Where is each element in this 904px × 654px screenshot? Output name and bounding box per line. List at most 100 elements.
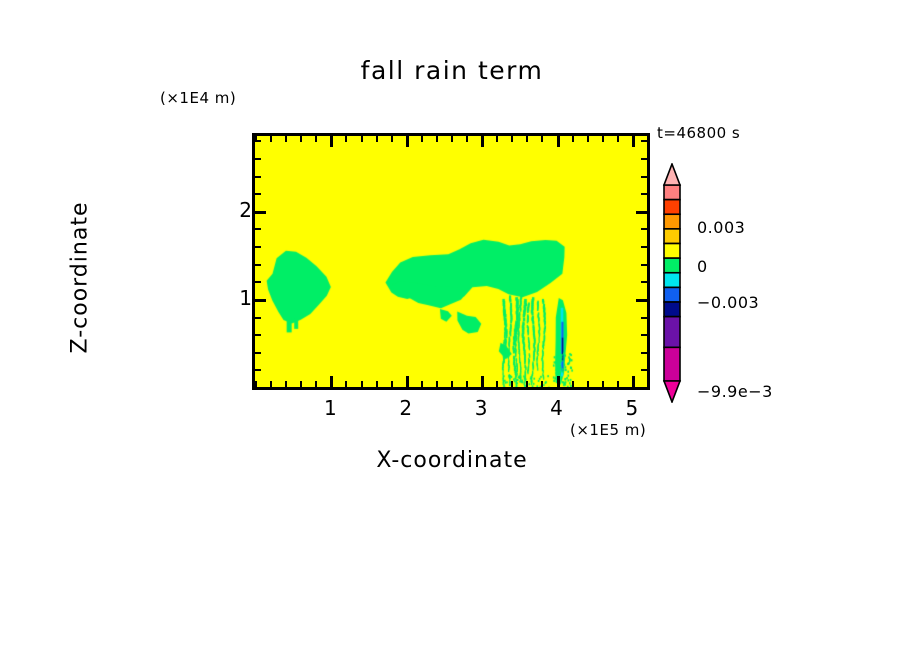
y-tick-label: 1 <box>239 285 252 310</box>
colorbar-band <box>663 242 681 259</box>
colorbar-band <box>663 315 681 349</box>
x-minor-tick <box>617 381 619 387</box>
x-tick-label: 3 <box>474 396 488 420</box>
contour-plot-area <box>252 133 650 390</box>
colorbar-band <box>663 286 681 303</box>
y-minor-tick-right <box>641 246 647 248</box>
x-major-tick-top <box>406 136 409 147</box>
x-minor-tick-top <box>587 136 589 142</box>
x-minor-tick <box>602 381 604 387</box>
x-minor-tick <box>345 381 347 387</box>
y-major-tick-right <box>636 211 647 214</box>
x-minor-tick <box>511 381 513 387</box>
x-minor-tick-top <box>541 136 543 142</box>
y-minor-tick-right <box>641 228 647 230</box>
x-minor-tick <box>255 381 257 387</box>
y-minor-tick-right <box>641 334 647 336</box>
x-minor-tick-top <box>421 136 423 142</box>
x-tick-label: 4 <box>550 396 563 420</box>
colorbar-band <box>663 346 681 382</box>
x-minor-tick-top <box>466 136 468 142</box>
colorbar-band <box>663 198 681 216</box>
y-minor-tick-right <box>641 193 647 195</box>
y-major-tick-right <box>636 299 647 302</box>
colorbar-band <box>663 184 681 201</box>
y-tick-label: 2 <box>239 197 252 222</box>
y-minor-tick <box>255 317 261 319</box>
y-minor-tick-right <box>641 369 647 371</box>
x-minor-tick-top <box>391 136 393 142</box>
x-minor-tick <box>300 381 302 387</box>
colorbar-band <box>663 271 681 289</box>
x-minor-tick <box>361 381 363 387</box>
x-major-tick <box>481 376 484 387</box>
colorbar-band <box>663 301 681 318</box>
y-minor-tick <box>255 281 261 283</box>
x-minor-tick <box>285 381 287 387</box>
y-minor-tick-right <box>641 281 647 283</box>
y-minor-tick <box>255 158 261 160</box>
colorbar-label: −9.9e−3 <box>697 382 773 401</box>
x-minor-tick-top <box>602 136 604 142</box>
colorbar-extend-bottom <box>662 380 682 403</box>
y-minor-tick <box>255 140 261 142</box>
y-minor-tick-right <box>641 387 647 389</box>
colorbar-band <box>663 228 681 245</box>
y-minor-tick-right <box>641 264 647 266</box>
x-minor-tick-top <box>647 136 649 142</box>
timestamp-annotation: t=46800 s <box>657 124 741 142</box>
y-minor-tick-right <box>641 158 647 160</box>
colorbar-swatches <box>662 163 682 403</box>
x-minor-tick-top <box>436 136 438 142</box>
x-tick-label: 2 <box>399 396 413 420</box>
x-major-tick <box>406 376 409 387</box>
x-tick-label: 1 <box>324 396 337 420</box>
y-axis-unit-label: (×1E4 m) <box>160 89 237 107</box>
y-minor-tick <box>255 334 261 336</box>
x-minor-tick-top <box>511 136 513 142</box>
y-minor-tick <box>255 369 261 371</box>
y-axis-title: Z-coordinate <box>67 201 93 354</box>
x-minor-tick <box>451 381 453 387</box>
x-minor-tick <box>421 381 423 387</box>
y-major-tick <box>255 299 266 302</box>
x-major-tick <box>330 376 333 387</box>
y-minor-tick-right <box>641 140 647 142</box>
x-minor-tick <box>391 381 393 387</box>
x-major-tick-top <box>330 136 333 147</box>
y-minor-tick <box>255 264 261 266</box>
x-minor-tick <box>376 381 378 387</box>
x-minor-tick <box>526 381 528 387</box>
y-major-tick <box>255 211 266 214</box>
colorbar-band <box>663 257 681 274</box>
x-minor-tick-top <box>496 136 498 142</box>
colorbar-extend-top <box>662 163 682 186</box>
x-minor-tick <box>466 381 468 387</box>
colorbar-label: −0.003 <box>697 293 760 312</box>
x-minor-tick <box>436 381 438 387</box>
page-title: fall rain term <box>360 56 544 85</box>
x-minor-tick-top <box>315 136 317 142</box>
x-axis-unit-label: (×1E5 m) <box>570 421 647 439</box>
x-minor-tick <box>496 381 498 387</box>
x-minor-tick <box>541 381 543 387</box>
y-minor-tick <box>255 228 261 230</box>
x-major-tick-top <box>481 136 484 147</box>
colorbar-label: 0.003 <box>697 218 746 237</box>
y-minor-tick <box>255 352 261 354</box>
colorbar-label: 0 <box>697 257 708 276</box>
y-minor-tick <box>255 193 261 195</box>
x-major-tick <box>557 376 560 387</box>
x-minor-tick <box>572 381 574 387</box>
y-minor-tick-right <box>641 176 647 178</box>
x-minor-tick-top <box>361 136 363 142</box>
x-axis-title: X-coordinate <box>376 448 528 473</box>
x-minor-tick-top <box>285 136 287 142</box>
x-minor-tick <box>270 381 272 387</box>
x-major-tick-top <box>557 136 560 147</box>
colorbar-band <box>663 213 681 230</box>
x-minor-tick-top <box>526 136 528 142</box>
x-minor-tick-top <box>451 136 453 142</box>
x-minor-tick <box>587 381 589 387</box>
x-minor-tick-top <box>270 136 272 142</box>
